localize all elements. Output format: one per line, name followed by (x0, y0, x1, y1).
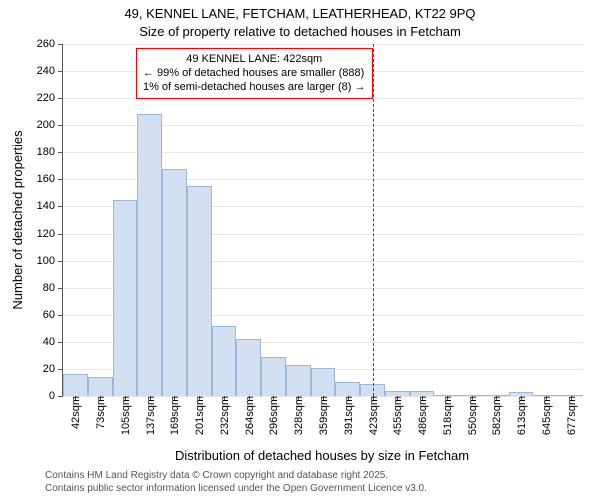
annotation-line: 1% of semi-detached houses are larger (8… (143, 81, 366, 95)
x-tick-label: 296sqm (266, 396, 280, 435)
x-axis-title: Distribution of detached houses by size … (62, 448, 582, 463)
gridline (63, 44, 583, 45)
histogram-bar (137, 114, 162, 396)
reference-line (373, 44, 374, 396)
x-tick-label: 359sqm (316, 396, 330, 435)
footer-line-2: Contains public sector information licen… (45, 483, 427, 494)
histogram-bar (113, 200, 138, 396)
x-tick-label: 486sqm (415, 396, 429, 435)
x-tick-label: 582sqm (489, 396, 503, 435)
annotation-title: 49 KENNEL LANE: 422sqm (143, 53, 366, 67)
footer-line-1: Contains HM Land Registry data © Crown c… (45, 470, 388, 481)
y-tick-label: 200 (37, 119, 63, 131)
y-tick-label: 0 (49, 390, 63, 402)
x-tick-label: 169sqm (167, 396, 181, 435)
chart-title-line1: 49, KENNEL LANE, FETCHAM, LEATHERHEAD, K… (0, 6, 600, 21)
x-tick-label: 42sqm (68, 396, 82, 429)
y-axis-title: Number of detached properties (10, 44, 25, 396)
x-tick-label: 423sqm (366, 396, 380, 435)
histogram-bar (162, 169, 187, 396)
x-tick-label: 105sqm (118, 396, 132, 435)
x-tick-label: 201sqm (192, 396, 206, 435)
y-tick-label: 140 (37, 200, 63, 212)
y-tick-label: 260 (37, 38, 63, 50)
y-tick-label: 60 (43, 309, 63, 321)
y-tick-label: 220 (37, 92, 63, 104)
histogram-bar (261, 357, 286, 396)
x-tick-label: 677sqm (564, 396, 578, 435)
annotation-line: ← 99% of detached houses are smaller (88… (143, 67, 366, 81)
plot-area: 02040608010012014016018020022024026042sq… (62, 44, 583, 397)
property-size-histogram: 49, KENNEL LANE, FETCHAM, LEATHERHEAD, K… (0, 0, 600, 500)
histogram-bar (311, 368, 336, 396)
histogram-bar (88, 377, 113, 396)
x-tick-label: 232sqm (217, 396, 231, 435)
x-tick-label: 264sqm (242, 396, 256, 435)
x-tick-label: 455sqm (390, 396, 404, 435)
histogram-bar (286, 365, 311, 396)
x-tick-label: 328sqm (291, 396, 305, 435)
histogram-bar (335, 382, 360, 396)
x-tick-label: 73sqm (93, 396, 107, 429)
y-tick-label: 40 (43, 336, 63, 348)
x-tick-label: 137sqm (143, 396, 157, 435)
x-tick-label: 518sqm (440, 396, 454, 435)
x-tick-label: 613sqm (514, 396, 528, 435)
y-tick-label: 20 (43, 363, 63, 375)
y-tick-label: 120 (37, 228, 63, 240)
y-tick-label: 240 (37, 65, 63, 77)
histogram-bar (212, 326, 237, 396)
histogram-bar (236, 339, 261, 396)
x-tick-label: 550sqm (465, 396, 479, 435)
histogram-bar (63, 374, 88, 396)
y-tick-label: 160 (37, 173, 63, 185)
x-tick-label: 645sqm (539, 396, 553, 435)
y-tick-label: 80 (43, 282, 63, 294)
chart-title-line2: Size of property relative to detached ho… (0, 24, 600, 39)
x-tick-label: 391sqm (341, 396, 355, 435)
histogram-bar (187, 186, 212, 396)
y-tick-label: 100 (37, 255, 63, 267)
annotation-box: 49 KENNEL LANE: 422sqm← 99% of detached … (136, 48, 373, 99)
y-tick-label: 180 (37, 146, 63, 158)
